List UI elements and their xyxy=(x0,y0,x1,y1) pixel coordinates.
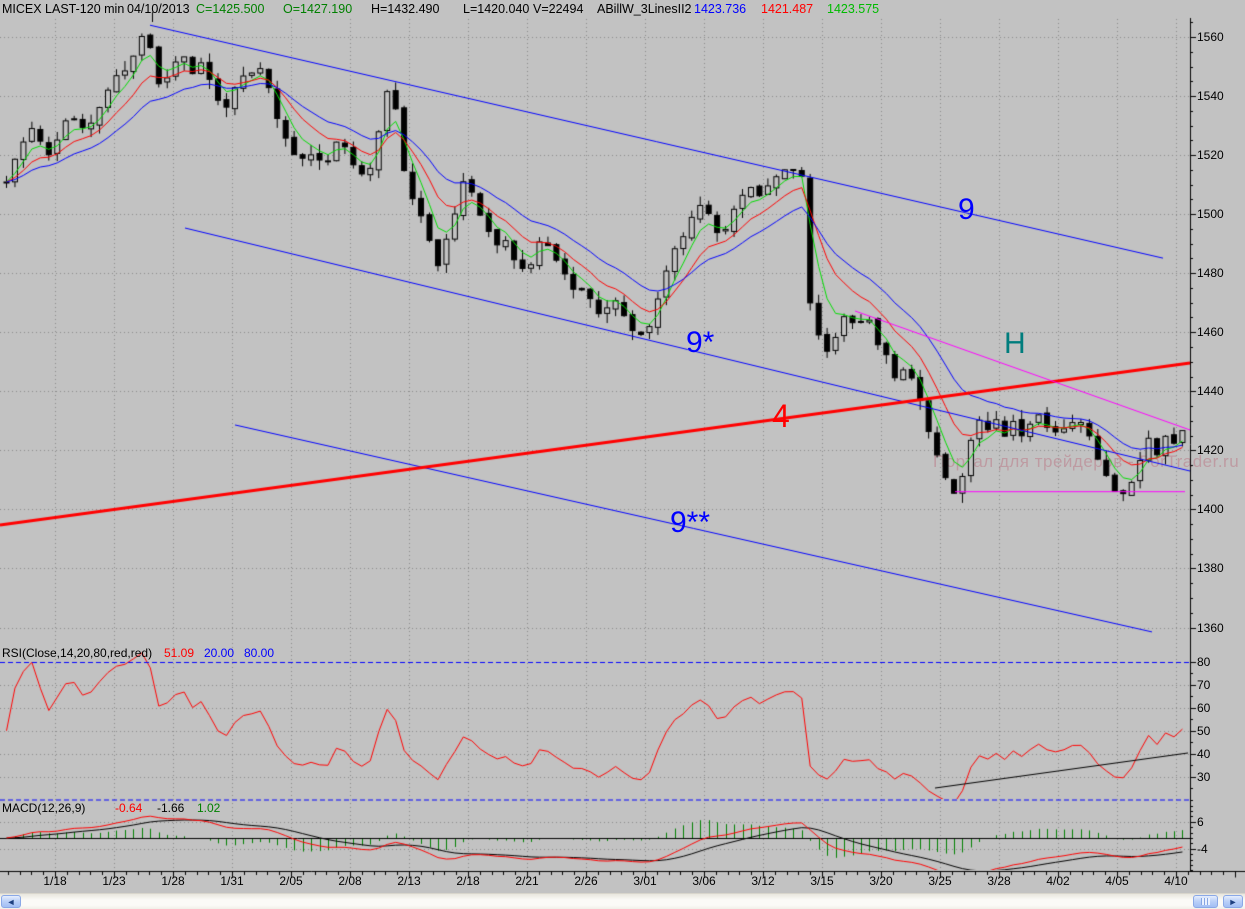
symbol-title: MICEX LAST-120 min xyxy=(2,2,125,16)
macd-indicator-label: MACD(12,26,9) -0.64 -1.66 1.02 xyxy=(0,801,500,815)
macd-name: MACD(12,26,9) xyxy=(2,801,86,815)
rsi-indicator-label: RSI(Close,14,20,80,red,red) 51.09 20.00 … xyxy=(0,646,500,660)
rsi-value: 51.09 xyxy=(164,646,195,660)
rsi-lower-level: 20.00 xyxy=(204,646,235,660)
rsi-upper-level: 80.00 xyxy=(244,646,275,660)
macd-signal-value: -1.66 xyxy=(157,801,185,815)
quote-high: H=1432.490 xyxy=(371,2,440,16)
overlay-name: ABillW_3LinesII2 xyxy=(597,2,692,16)
scrollbar-right-button[interactable]: ► xyxy=(1223,895,1243,908)
quote-low: L=1420.040 xyxy=(463,2,530,16)
scrollbar-thumb[interactable] xyxy=(1193,895,1218,908)
quote-close: C=1425.500 xyxy=(196,2,265,16)
overlay-value-green: 1423.575 xyxy=(827,2,880,16)
quote-volume: V=22494 xyxy=(533,2,584,16)
quote-date: 04/10/2013 xyxy=(127,2,190,16)
pattern-label-h: H xyxy=(1004,327,1026,360)
overlay-value-red: 1421.487 xyxy=(761,2,814,16)
wave-label-4: 4 xyxy=(772,398,790,434)
macd-hist-value: 1.02 xyxy=(197,801,221,815)
macd-value: -0.64 xyxy=(115,801,143,815)
scrollbar-left-button[interactable]: ◄ xyxy=(1,895,21,908)
wave-label-9-star: 9* xyxy=(686,326,715,359)
wave-label-9-double-star: 9** xyxy=(670,506,711,539)
wave-label-9: 9 xyxy=(958,193,975,226)
quote-header: MICEX LAST-120 min 04/10/2013 C=1425.500… xyxy=(0,2,1245,17)
left-arrow-icon: ◄ xyxy=(6,896,16,907)
horizontal-scrollbar[interactable]: ◄ ► xyxy=(0,893,1245,909)
rsi-name: RSI(Close,14,20,80,red,red) xyxy=(2,646,153,660)
quote-open: O=1427.190 xyxy=(283,2,353,16)
right-arrow-icon: ► xyxy=(1228,896,1238,907)
overlay-value-blue: 1423.736 xyxy=(694,2,747,16)
thumb-grip-icon xyxy=(1201,898,1210,905)
